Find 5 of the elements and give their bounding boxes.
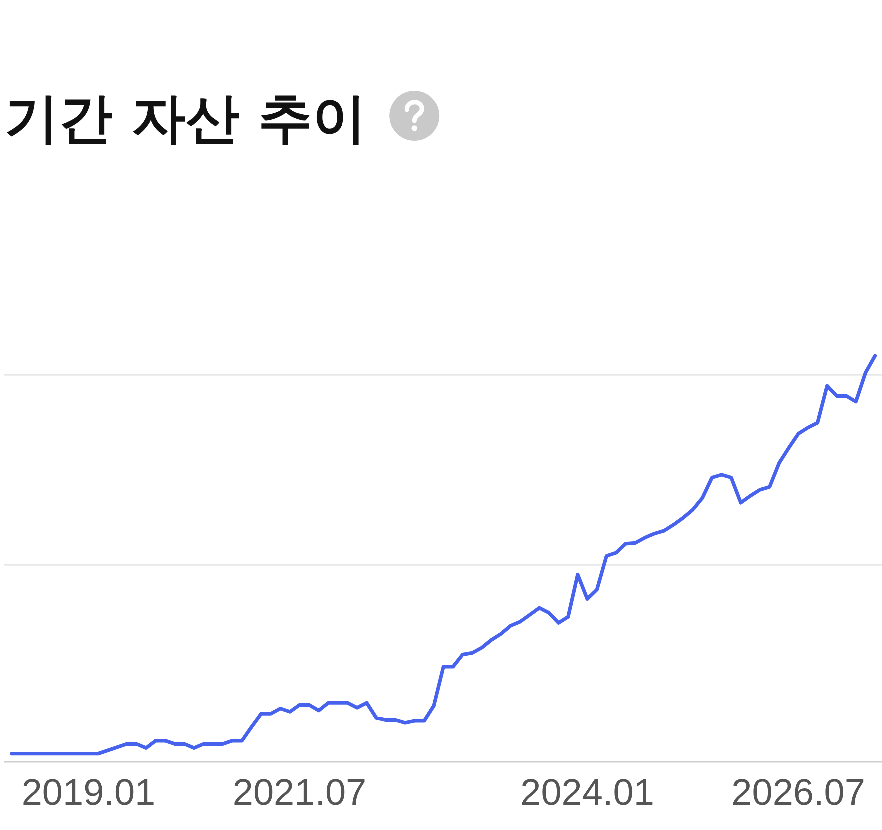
x-tick-label: 2026.07 bbox=[732, 772, 866, 813]
x-tick-label: 2019.01 bbox=[22, 772, 156, 813]
x-tick-label: 2021.07 bbox=[232, 772, 367, 813]
x-tick-label: 2024.01 bbox=[520, 772, 654, 813]
title: 기간 자산 추이 bbox=[5, 87, 367, 150]
